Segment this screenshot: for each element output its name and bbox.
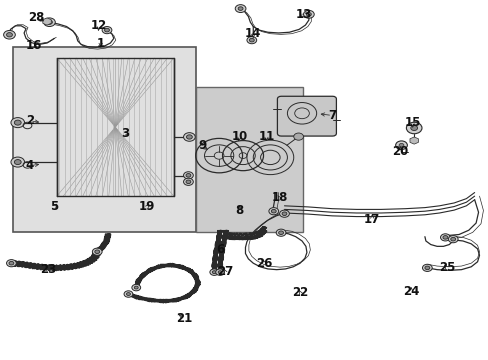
Circle shape: [124, 291, 133, 297]
Text: 3: 3: [121, 127, 129, 140]
Text: 11: 11: [258, 130, 274, 144]
Circle shape: [268, 208, 278, 215]
Circle shape: [104, 28, 109, 32]
Circle shape: [238, 7, 243, 10]
Circle shape: [11, 118, 24, 128]
Text: 12: 12: [91, 19, 107, 32]
Circle shape: [450, 237, 455, 241]
Text: 8: 8: [235, 204, 243, 217]
Circle shape: [212, 271, 216, 274]
Text: 16: 16: [25, 39, 42, 52]
Text: 5: 5: [50, 201, 59, 213]
Text: 25: 25: [438, 261, 454, 274]
Circle shape: [14, 120, 21, 125]
Circle shape: [3, 31, 15, 39]
Circle shape: [183, 172, 193, 179]
Text: 2: 2: [26, 114, 34, 127]
Circle shape: [215, 269, 224, 275]
Circle shape: [279, 210, 289, 217]
Text: 7: 7: [327, 109, 336, 122]
Circle shape: [235, 5, 245, 13]
Circle shape: [271, 210, 276, 213]
Circle shape: [282, 212, 286, 216]
Text: 18: 18: [271, 192, 287, 204]
Circle shape: [46, 20, 52, 24]
Circle shape: [276, 229, 285, 236]
Text: 19: 19: [139, 201, 155, 213]
Text: 24: 24: [402, 285, 419, 298]
Circle shape: [424, 266, 429, 270]
Circle shape: [410, 126, 417, 131]
Text: 14: 14: [244, 27, 261, 40]
Text: 27: 27: [216, 265, 233, 278]
Text: 6: 6: [216, 243, 224, 256]
Bar: [195, 87, 303, 232]
Circle shape: [183, 178, 193, 185]
Circle shape: [406, 122, 421, 134]
Text: 10: 10: [231, 130, 247, 144]
Circle shape: [102, 27, 112, 34]
Circle shape: [6, 260, 16, 267]
Circle shape: [185, 180, 190, 184]
Circle shape: [293, 133, 303, 140]
Circle shape: [43, 18, 55, 27]
Polygon shape: [409, 137, 418, 144]
Circle shape: [92, 248, 102, 255]
Circle shape: [447, 235, 457, 243]
Circle shape: [398, 143, 403, 147]
Circle shape: [306, 13, 311, 16]
Circle shape: [186, 135, 192, 139]
Circle shape: [442, 235, 447, 239]
Circle shape: [134, 286, 138, 289]
Circle shape: [185, 174, 190, 177]
Text: 28: 28: [28, 12, 44, 24]
Circle shape: [132, 284, 141, 291]
Text: 13: 13: [295, 8, 311, 21]
Text: 17: 17: [364, 213, 380, 226]
Bar: [13, 47, 195, 232]
Circle shape: [249, 39, 254, 42]
Text: 22: 22: [292, 287, 308, 300]
Circle shape: [9, 261, 14, 265]
Circle shape: [183, 133, 195, 141]
Circle shape: [209, 269, 218, 275]
Text: 26: 26: [255, 257, 272, 270]
Text: 4: 4: [26, 159, 34, 172]
Circle shape: [422, 264, 431, 271]
Circle shape: [95, 250, 100, 253]
Circle shape: [126, 293, 130, 296]
Text: 21: 21: [176, 311, 192, 325]
Circle shape: [440, 234, 449, 241]
Circle shape: [303, 10, 314, 18]
Text: 9: 9: [198, 139, 206, 152]
FancyBboxPatch shape: [277, 96, 336, 136]
Circle shape: [11, 157, 24, 167]
Circle shape: [218, 271, 222, 274]
Text: 15: 15: [404, 116, 420, 129]
Circle shape: [278, 231, 283, 234]
Text: 1: 1: [97, 37, 104, 50]
Circle shape: [395, 141, 407, 149]
Polygon shape: [43, 18, 51, 25]
Circle shape: [14, 159, 21, 165]
Circle shape: [246, 37, 256, 44]
Text: 23: 23: [40, 263, 56, 276]
Circle shape: [6, 33, 12, 37]
Text: 20: 20: [391, 145, 408, 158]
